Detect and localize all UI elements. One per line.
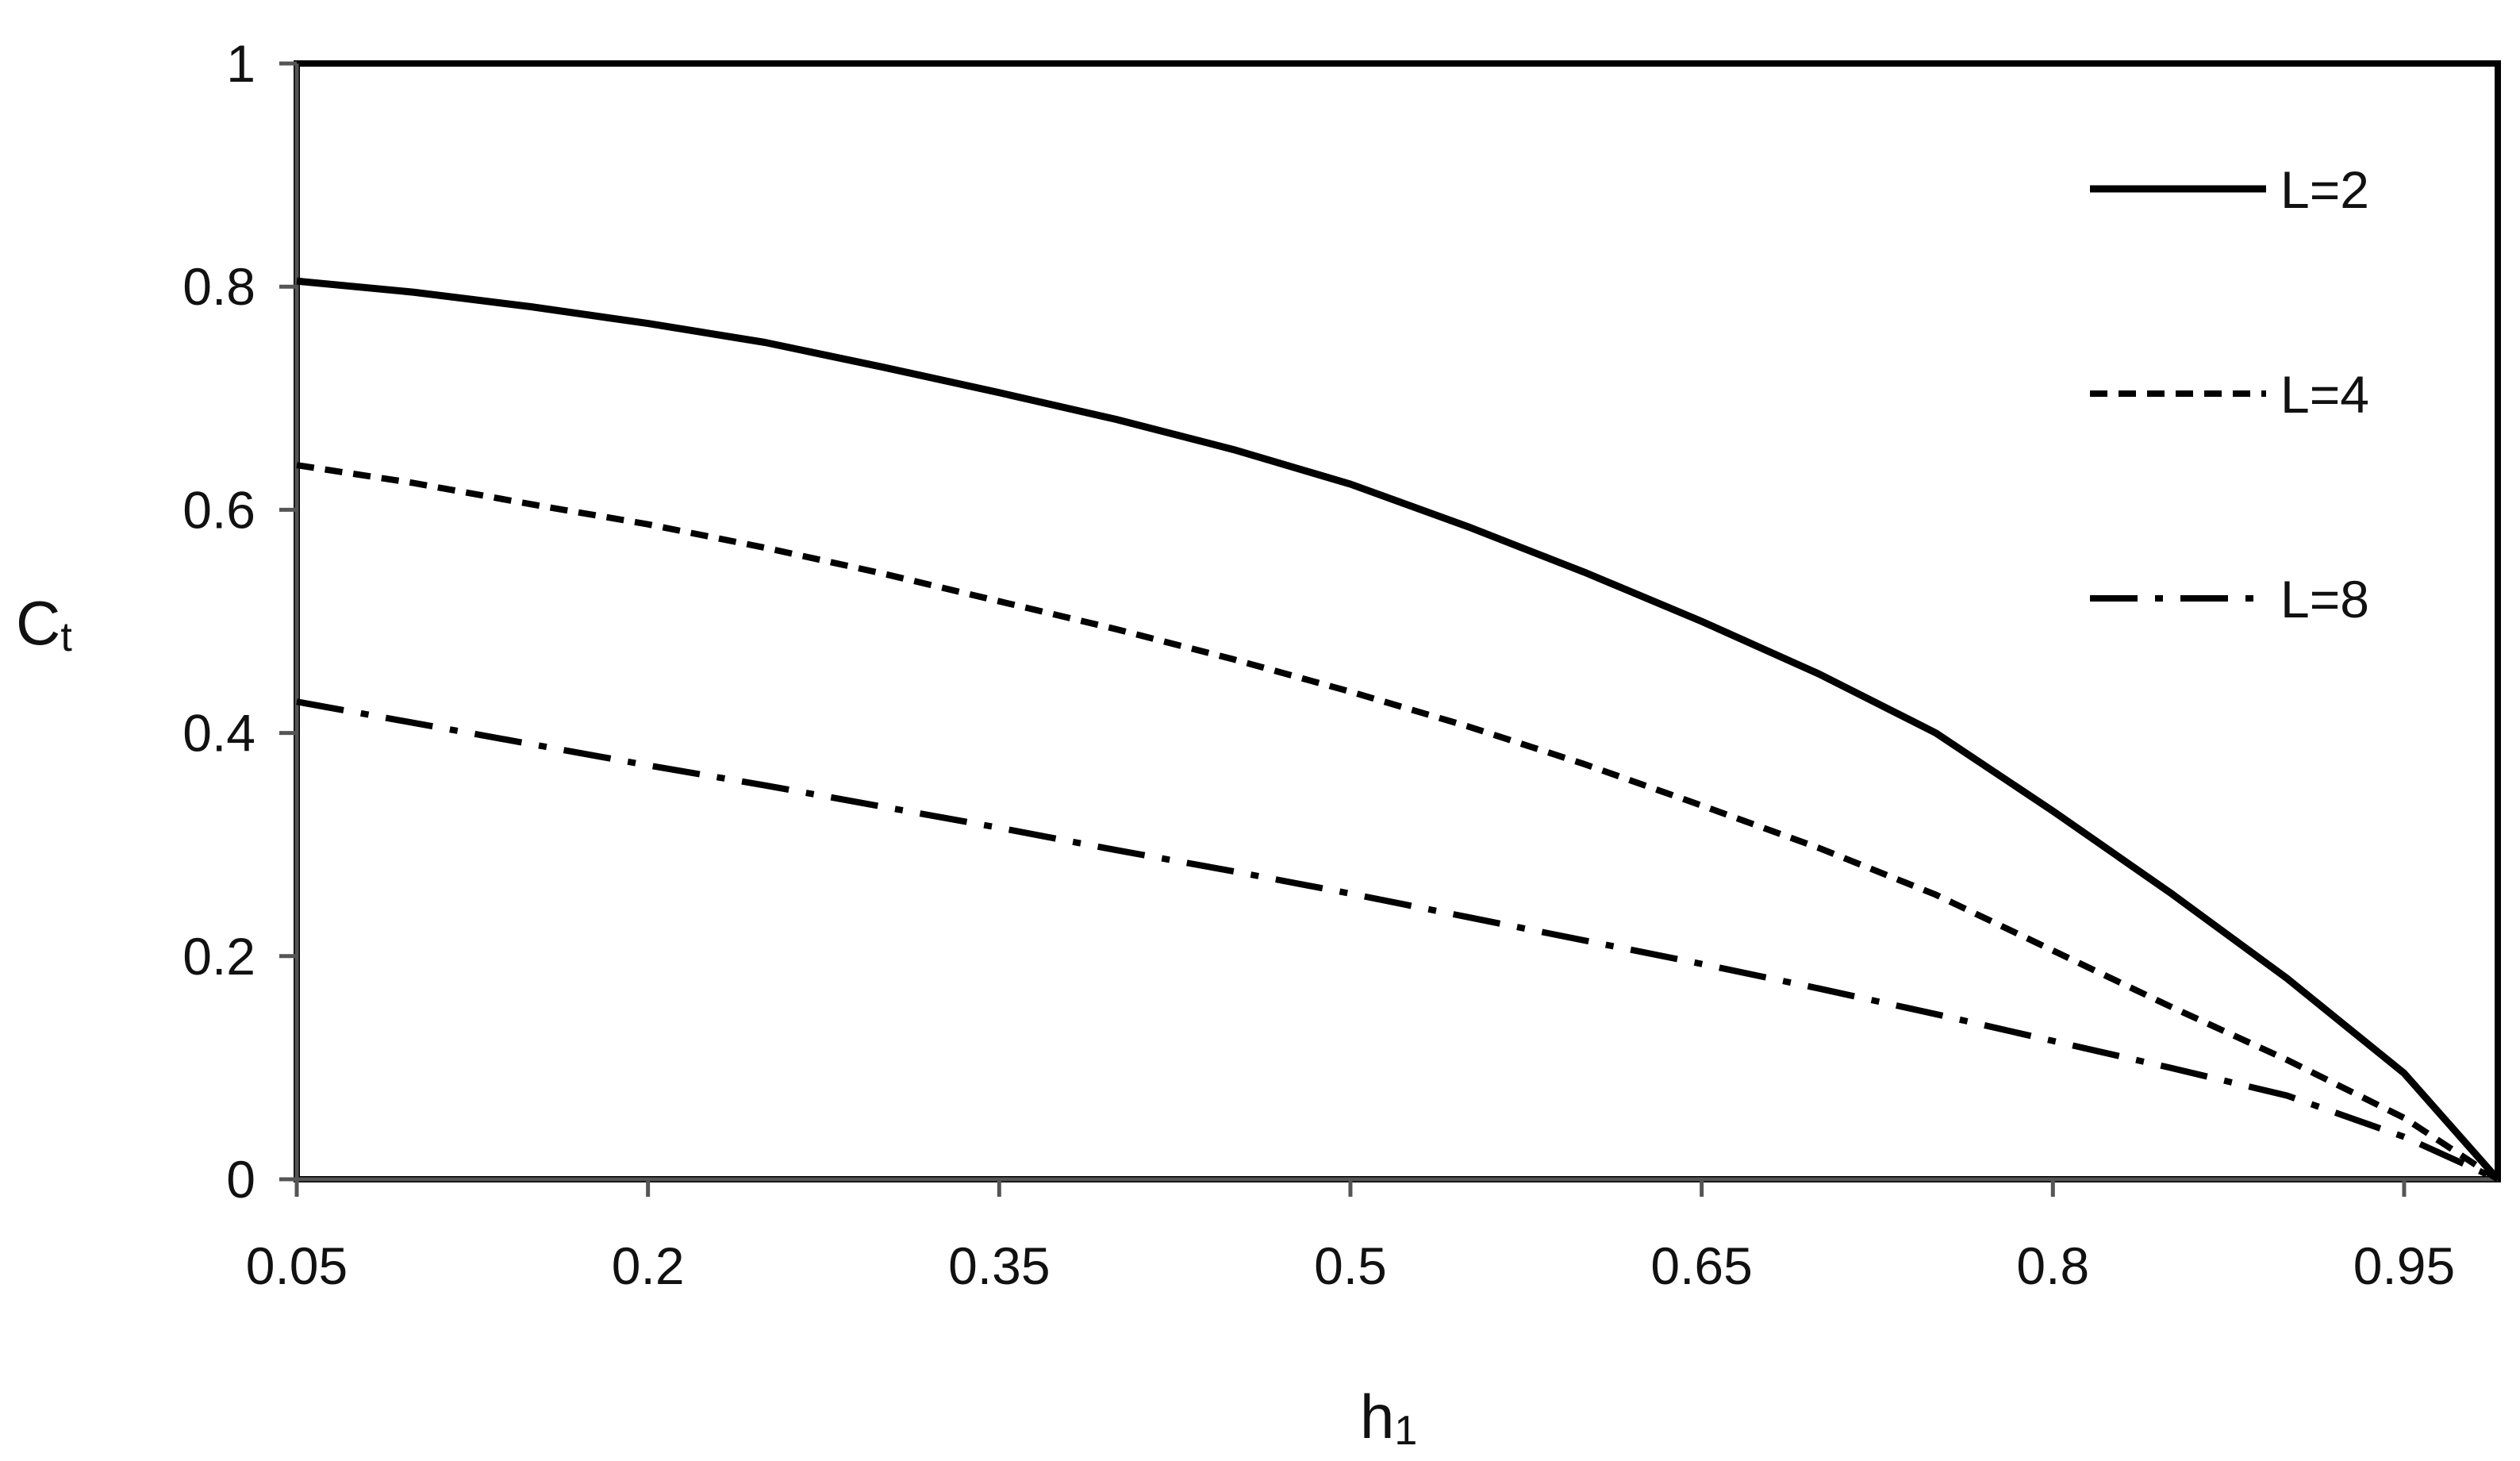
legend-label: L=8 bbox=[2280, 570, 2369, 629]
y-axis-title-main: C bbox=[16, 588, 60, 658]
series-line-l-4 bbox=[296, 462, 2500, 1182]
plot-border bbox=[294, 60, 2501, 1182]
y-tick-label: 0.8 bbox=[182, 257, 255, 316]
x-tick-label: 0.5 bbox=[1314, 1236, 1387, 1295]
x-axis-title-sub: 1 bbox=[1394, 1408, 1417, 1454]
y-tick-label: 1 bbox=[226, 34, 255, 93]
x-axis-title-main: h bbox=[1360, 1382, 1394, 1451]
x-tick-label: 0.2 bbox=[612, 1236, 685, 1295]
y-axis-title-sub: t bbox=[60, 614, 72, 660]
y-tick-label: 0 bbox=[226, 1150, 255, 1209]
plot-area bbox=[294, 60, 2501, 1182]
x-tick-label: 0.95 bbox=[2353, 1236, 2455, 1295]
x-axis-title: h1 bbox=[1360, 1382, 1417, 1454]
y-tick-label: 0.4 bbox=[182, 704, 255, 763]
legend-label: L=4 bbox=[2280, 365, 2369, 424]
x-tick-label: 0.35 bbox=[948, 1236, 1050, 1295]
x-tick-label: 0.05 bbox=[246, 1236, 348, 1295]
series-line-l-2 bbox=[296, 277, 2501, 1182]
x-tick-label: 0.8 bbox=[2016, 1236, 2089, 1295]
x-axis: 0.05 0.2 0.35 0.5 0.65 0.8 0.95 bbox=[246, 1179, 2455, 1295]
legend: L=2 L=4 L=8 bbox=[2090, 160, 2369, 629]
y-axis-title: Ct bbox=[16, 588, 72, 660]
y-axis: 0 0.2 0.4 0.6 0.8 1 bbox=[182, 34, 297, 1209]
x-tick-label: 0.65 bbox=[1650, 1236, 1752, 1295]
y-tick-label: 0.6 bbox=[182, 480, 255, 539]
legend-label: L=2 bbox=[2280, 160, 2369, 219]
y-tick-label: 0.2 bbox=[182, 927, 255, 986]
series-layer bbox=[296, 277, 2501, 1182]
series-line-l-8 bbox=[296, 698, 2499, 1182]
